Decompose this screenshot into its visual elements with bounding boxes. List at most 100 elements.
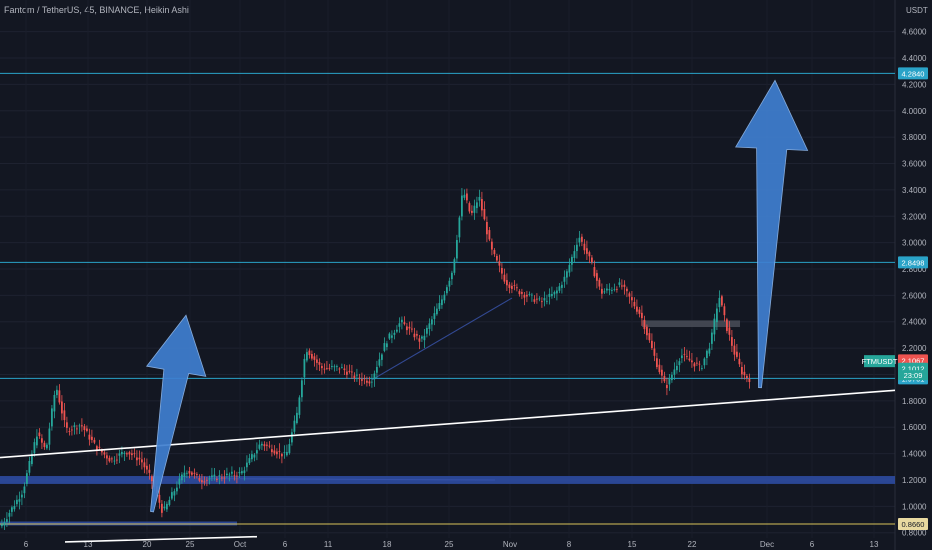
y-tick-label: 3.2000: [902, 212, 927, 221]
candle-body: [121, 452, 123, 455]
candle-body: [436, 308, 438, 315]
candle-body: [683, 353, 686, 355]
candle-body: [236, 475, 238, 477]
candle-body: [426, 327, 428, 334]
candle-body: [83, 426, 86, 431]
candle-body: [733, 345, 736, 355]
candle-body: [78, 425, 81, 427]
candle-body: [48, 428, 51, 445]
candle-body: [463, 194, 466, 198]
candle-body: [393, 332, 396, 335]
candle-body: [566, 271, 568, 278]
x-tick-label: Oct: [234, 540, 247, 549]
candle-body: [96, 446, 98, 451]
candle-body: [13, 506, 16, 510]
candle-body: [698, 363, 701, 365]
y-tick-label: 3.4000: [902, 186, 927, 195]
candle-body: [438, 303, 441, 309]
candle-body: [258, 444, 261, 449]
candle-body: [383, 343, 386, 351]
candle-body: [278, 450, 281, 452]
candle-body: [223, 477, 226, 479]
candle-body: [458, 217, 461, 238]
candle-body: [81, 425, 83, 427]
candle-body: [261, 443, 263, 446]
candle-body: [188, 470, 191, 474]
candle-body: [376, 366, 378, 373]
candle-body: [93, 439, 96, 443]
candle-body: [53, 394, 56, 412]
candle-body: [681, 355, 683, 359]
candle-body: [691, 360, 693, 363]
support-zone: [0, 521, 237, 526]
candle-body: [568, 264, 571, 273]
candle-body: [51, 408, 53, 427]
candle-body: [381, 354, 383, 360]
candle-body: [36, 436, 38, 446]
candle-body: [646, 326, 648, 336]
candle-body: [163, 506, 166, 509]
candle-body: [91, 436, 93, 440]
candle-body: [186, 472, 188, 474]
candle-body: [338, 368, 341, 370]
candle-body: [21, 494, 23, 498]
candle-body: [103, 452, 106, 455]
candle-body: [293, 420, 296, 432]
candle-body: [221, 477, 223, 479]
candle-body: [708, 348, 711, 354]
candle-body: [316, 359, 318, 363]
candle-body: [18, 499, 21, 502]
up-arrow: [735, 79, 809, 389]
candle-body: [263, 444, 266, 447]
candle-body: [461, 195, 463, 217]
current-price-tag: 2.1012: [902, 365, 925, 374]
candle-body: [633, 301, 636, 307]
x-tick-label: 6: [810, 540, 815, 549]
candle-body: [341, 367, 343, 368]
candle-body: [711, 332, 713, 344]
candle-body: [73, 425, 76, 427]
candle-body: [636, 306, 638, 312]
candle-body: [391, 335, 393, 338]
candle-body: [143, 462, 146, 468]
candle-body: [333, 366, 336, 368]
current-price-tag: 2.1067: [902, 356, 925, 365]
candle-body: [593, 267, 596, 277]
candle-body: [253, 454, 256, 458]
candle-body: [61, 401, 63, 414]
candle-body: [56, 389, 58, 396]
candle-body: [101, 450, 103, 453]
candle-body: [113, 460, 116, 462]
candle-body: [111, 458, 113, 460]
countdown-bg: [898, 370, 928, 381]
candle-body: [643, 319, 646, 330]
candle-body: [298, 397, 301, 415]
candle-body: [388, 333, 391, 339]
lower-trendline: [64, 535, 258, 543]
candle-body: [378, 359, 381, 366]
candle-body: [608, 289, 611, 291]
candle-body: [468, 203, 471, 212]
candle-body: [591, 257, 593, 263]
candle-body: [666, 385, 668, 389]
candle-body: [588, 252, 591, 257]
y-tick-label: 4.0000: [902, 107, 927, 116]
candle-body: [466, 193, 468, 201]
candle-body: [363, 378, 366, 380]
candle-body: [368, 381, 371, 384]
candle-body: [211, 475, 213, 478]
candle-body: [71, 429, 73, 431]
candle-body: [166, 503, 168, 510]
candle-body: [276, 451, 278, 455]
candle-body: [176, 487, 178, 492]
y-tick-label: 2.2000: [902, 344, 927, 353]
candle-body: [473, 205, 476, 213]
candle-body: [328, 367, 331, 369]
candle-body: [748, 378, 751, 382]
candle-body: [243, 470, 246, 474]
candle-body: [451, 272, 453, 280]
candle-body: [563, 276, 566, 282]
candle-body: [386, 343, 388, 348]
